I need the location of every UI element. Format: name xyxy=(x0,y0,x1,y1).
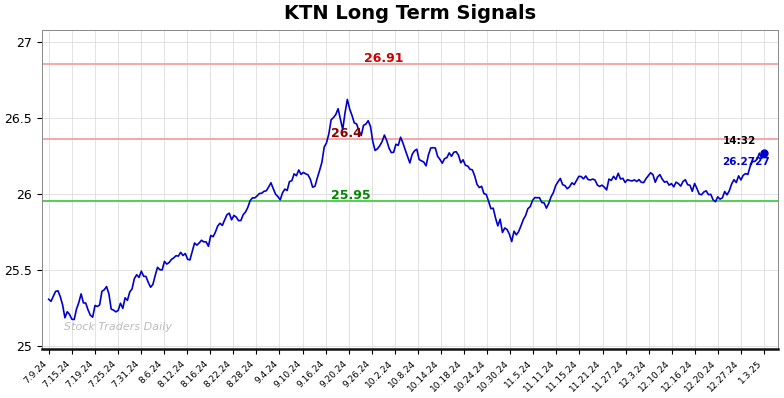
Text: Stock Traders Daily: Stock Traders Daily xyxy=(64,322,172,332)
Text: 14:32: 14:32 xyxy=(722,136,756,146)
Text: 25.95: 25.95 xyxy=(331,189,371,202)
Text: 26.91: 26.91 xyxy=(365,52,404,65)
Text: 26.4: 26.4 xyxy=(331,127,362,140)
Title: KTN Long Term Signals: KTN Long Term Signals xyxy=(284,4,536,23)
Text: 26.2727: 26.2727 xyxy=(722,157,770,167)
